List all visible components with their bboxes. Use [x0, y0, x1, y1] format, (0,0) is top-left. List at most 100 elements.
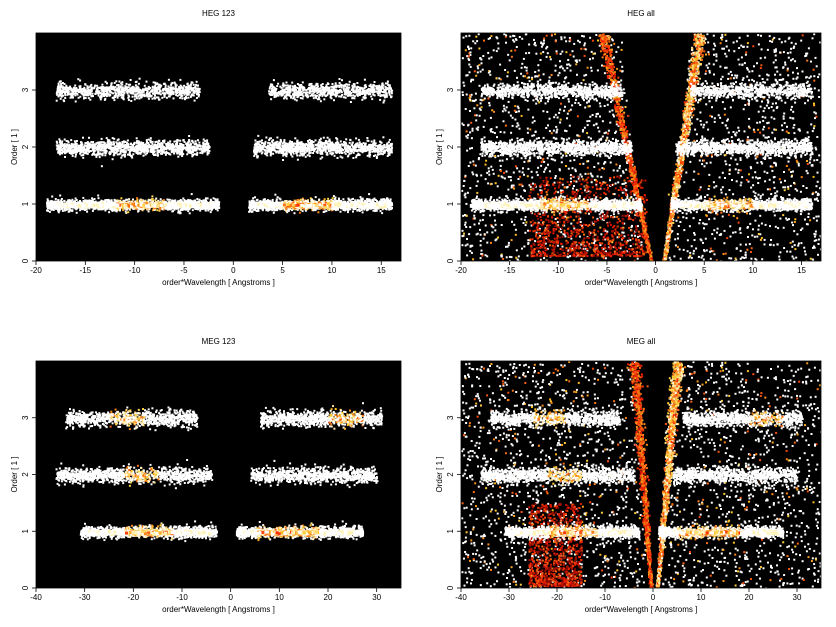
heatmap-cell: [209, 204, 213, 208]
heatmap-cell: [251, 202, 254, 205]
heatmap-cell: [83, 201, 86, 204]
heatmap-cell: [106, 207, 109, 210]
heatmap-cell: [61, 207, 64, 210]
heatmap-cell: [96, 203, 100, 207]
heatmap-cell: [296, 199, 299, 202]
heatmap-cell: [48, 205, 51, 208]
heatmap-cell: [64, 204, 68, 208]
heatmap-cell: [71, 198, 74, 201]
heatmap-cell: [301, 198, 304, 201]
heatmap-cell: [333, 208, 336, 211]
heatmap-cell: [375, 208, 378, 211]
heatmap-cell: [262, 200, 265, 203]
heatmap-cell: [208, 207, 211, 210]
heatmap-cell: [65, 205, 69, 209]
heatmap-cell: [261, 209, 264, 212]
heatmap-cell: [65, 208, 68, 211]
heatmap-cell: [125, 212, 128, 214]
heatmap-cell: [175, 207, 178, 210]
heatmap-cell: [57, 209, 60, 212]
heatmap-cell: [169, 208, 172, 211]
heatmap-cell: [386, 199, 389, 201]
heatmap-cell: [373, 209, 376, 212]
heatmap-cell: [297, 199, 300, 201]
heatmap-cell: [146, 208, 149, 211]
heatmap-cell: [193, 204, 197, 208]
heatmap-cell: [376, 200, 378, 203]
heatmap-cell: [249, 208, 252, 211]
heatmap-cell: [285, 200, 288, 202]
heatmap-cell: [50, 206, 53, 209]
heatmap-cell: [142, 204, 146, 208]
heatmap-cell: [172, 201, 174, 204]
heatmap-cell: [186, 203, 190, 207]
heatmap-cell: [189, 199, 192, 202]
heatmap-cell: [373, 197, 376, 200]
heatmap-cell: [148, 208, 151, 211]
heatmap-cell: [271, 209, 274, 212]
heatmap-cell: [196, 201, 199, 204]
heatmap-cell: [269, 202, 272, 205]
heatmap-cell: [53, 204, 56, 207]
heatmap-cell: [158, 209, 161, 212]
heatmap-cell: [82, 204, 86, 208]
heatmap-cell: [274, 193, 277, 196]
heatmap-cell: [131, 202, 135, 206]
heatmap-cell: [361, 211, 364, 214]
heatmap-cell: [214, 201, 217, 204]
heatmap-cell: [186, 199, 189, 202]
heatmap-cell: [248, 206, 251, 209]
heatmap-cell: [279, 198, 282, 201]
heatmap-cell: [150, 204, 154, 208]
heatmap-cell: [174, 204, 178, 208]
heatmap-cell: [48, 207, 51, 210]
heatmap-cell: [204, 201, 207, 204]
heatmap-cell: [48, 210, 51, 213]
heatmap-cell: [137, 209, 140, 212]
heatmap-cell: [147, 199, 150, 202]
heatmap-cell: [131, 201, 134, 204]
heatmap-cell: [57, 211, 60, 214]
heatmap-cell: [206, 197, 209, 200]
heatmap-cell: [347, 211, 349, 214]
heatmap-cell: [154, 199, 157, 202]
heatmap-cell: [178, 200, 181, 203]
heatmap-cell: [128, 200, 131, 203]
heatmap-cell: [151, 195, 154, 198]
heatmap-cell: [289, 208, 292, 211]
heatmap-cell: [217, 205, 219, 208]
heatmap-cell: [368, 198, 371, 201]
heatmap-cell: [188, 212, 191, 215]
heatmap-cell: [53, 200, 56, 203]
heatmap-cell: [366, 199, 369, 202]
heatmap-cell: [100, 208, 103, 211]
heatmap-cell: [211, 208, 214, 210]
heatmap-cell: [87, 204, 91, 208]
heatmap-cell: [141, 207, 144, 209]
heatmap-cell: [352, 197, 354, 200]
heatmap-cell: [66, 208, 69, 211]
heatmap-cell: [217, 201, 219, 203]
heatmap-cell: [108, 211, 111, 214]
heatmap-cell: [100, 199, 103, 202]
heatmap-cell: [364, 199, 367, 202]
heatmap-cell: [176, 205, 180, 209]
heatmap-cell: [281, 200, 284, 203]
heatmap-cell: [124, 204, 128, 208]
heatmap-cell: [86, 199, 89, 202]
heatmap-cell: [54, 198, 57, 200]
heatmap-cell: [105, 199, 108, 201]
heatmap-cell: [127, 201, 129, 204]
heatmap-cell: [164, 203, 168, 207]
heatmap-cell: [46, 198, 49, 201]
heatmap-cell: [349, 208, 352, 211]
heatmap-cell: [342, 209, 345, 211]
heatmap-cell: [335, 199, 337, 202]
heatmap-cell: [63, 200, 66, 203]
heatmap-cell: [115, 208, 117, 211]
heatmap-cell: [99, 201, 102, 203]
heatmap-cell: [366, 209, 368, 212]
heatmap-cell: [358, 210, 361, 212]
heatmap-cell: [51, 203, 54, 206]
heatmap-cell: [360, 199, 363, 202]
